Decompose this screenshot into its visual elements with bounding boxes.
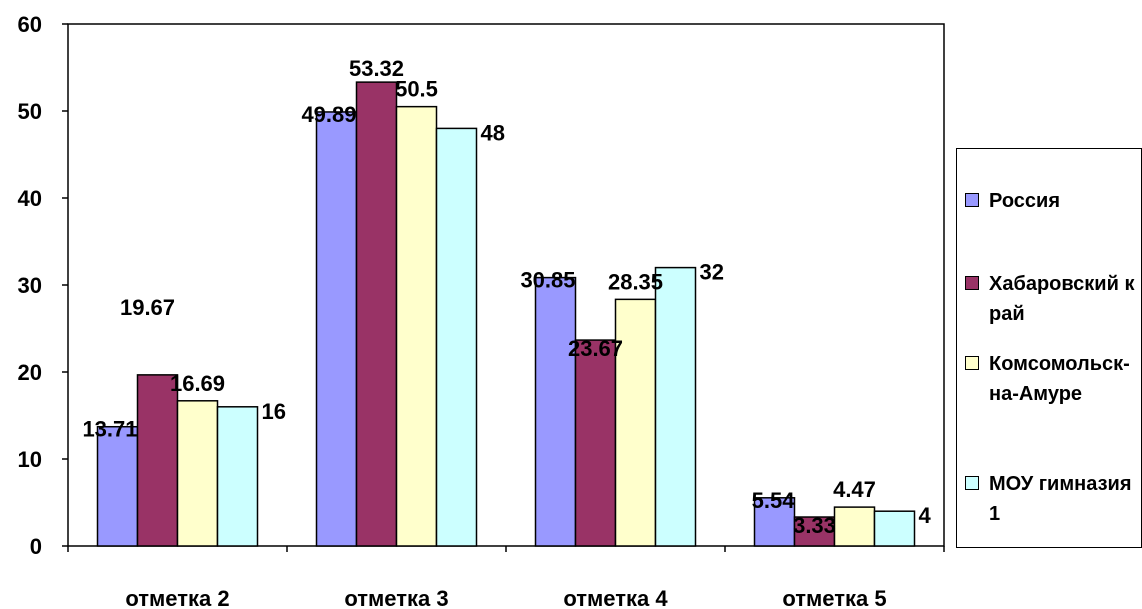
axis-group: 0 10 20 30 40 50 60 отметка 2 отметка 3 отметка 4… xyxy=(18,12,945,609)
x-category-label-3: отметка 5 xyxy=(782,586,886,609)
legend-swatch-khabarovsk xyxy=(965,276,979,290)
legend-label-russia: Россия xyxy=(989,190,1061,212)
bars-group xyxy=(96,81,916,547)
legend-item-russia: Россия xyxy=(965,186,1139,216)
data-label-s1-c3: 3.33 xyxy=(793,513,836,538)
legend: Россия Хабаровский край Комсомольск-на-А… xyxy=(956,148,1142,548)
y-tick-label-0: 0 xyxy=(30,534,42,559)
bar-s3-c3 xyxy=(873,510,916,547)
legend-item-komsomolsk: Комсомольск-на-Амуре xyxy=(965,349,1139,409)
bar-s2-c1 xyxy=(395,105,438,547)
bar-s1-c2 xyxy=(574,339,617,547)
bar-s0-c2 xyxy=(534,276,577,547)
legend-label-gymnasium: МОУ гимназия 1 xyxy=(989,473,1132,525)
x-category-label-2: отметка 4 xyxy=(563,586,668,609)
data-label-s1-c1: 53.32 xyxy=(349,56,404,81)
data-label-s0-c3: 5.54 xyxy=(752,488,796,513)
data-label-s1-c0: 19.67 xyxy=(120,295,175,320)
y-tick-label-4: 40 xyxy=(18,186,42,211)
data-label-s3-c0: 16 xyxy=(262,399,286,424)
bar-s1-c3 xyxy=(793,516,836,547)
legend-swatch-komsomolsk xyxy=(965,356,979,370)
bar-s0-c1 xyxy=(315,111,358,547)
bar-s0-c0 xyxy=(96,425,139,547)
legend-item-khabarovsk: Хабаровский край xyxy=(965,269,1139,329)
data-label-s0-c0: 13.71 xyxy=(82,417,137,442)
bar-s1-c1 xyxy=(355,81,398,547)
bar-s1-c0 xyxy=(136,374,179,547)
legend-label-komsomolsk: Комсомольск-на-Амуре xyxy=(989,353,1130,405)
data-label-s2-c1: 50.5 xyxy=(395,77,438,102)
data-label-s0-c2: 30.85 xyxy=(520,268,575,293)
bar-s3-c1 xyxy=(435,127,478,547)
y-tick-label-3: 30 xyxy=(18,273,42,298)
data-label-s2-c3: 4.47 xyxy=(833,477,876,502)
y-tick-label-2: 20 xyxy=(18,360,42,385)
legend-swatch-russia xyxy=(965,193,979,207)
data-label-s3-c2: 32 xyxy=(700,260,724,285)
legend-item-gymnasium: МОУ гимназия 1 xyxy=(965,469,1139,529)
y-tick-label-5: 50 xyxy=(18,99,42,124)
legend-label-khabarovsk: Хабаровский край xyxy=(989,273,1135,325)
x-category-label-0: отметка 2 xyxy=(125,586,229,609)
data-label-s0-c1: 49.89 xyxy=(301,102,356,127)
data-label-s3-c3: 4 xyxy=(919,503,932,528)
bar-s3-c2 xyxy=(654,266,697,547)
data-label-s2-c2: 28.35 xyxy=(608,269,663,294)
data-label-s3-c1: 48 xyxy=(481,120,505,145)
bar-s2-c2 xyxy=(614,298,657,547)
x-category-label-1: отметка 3 xyxy=(344,586,448,609)
legend-swatch-gymnasium xyxy=(965,476,979,490)
bar-s3-c0 xyxy=(216,406,259,547)
y-tick-label-6: 60 xyxy=(18,12,42,37)
bar-s2-c0 xyxy=(176,400,219,547)
data-label-s2-c0: 16.69 xyxy=(170,371,225,396)
data-label-s1-c2: 23.67 xyxy=(568,336,623,361)
bar-s2-c3 xyxy=(833,506,876,547)
y-tick-label-1: 10 xyxy=(18,447,42,472)
